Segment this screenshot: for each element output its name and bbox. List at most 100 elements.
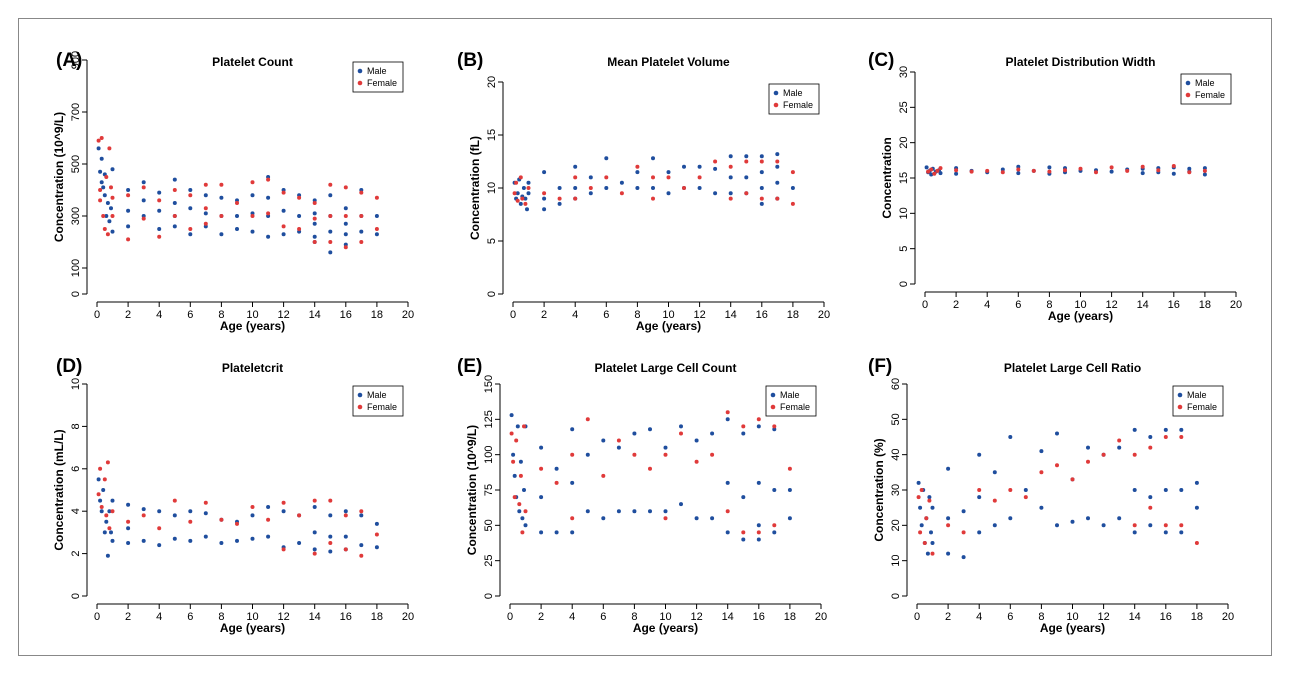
data-point-male (682, 164, 686, 169)
data-point-male (110, 229, 115, 234)
data-point-female (188, 193, 193, 198)
data-point-female (515, 198, 520, 203)
data-point-female (96, 492, 101, 497)
data-point-female (98, 188, 103, 192)
data-point-female (99, 505, 104, 509)
data-point-female (343, 185, 348, 190)
data-point-male (697, 186, 702, 190)
data-point-male (728, 154, 733, 159)
data-point-male (635, 186, 640, 190)
data-point-male (759, 186, 764, 190)
y-axis-label: Concentration (10^9/L) (465, 425, 479, 555)
data-point-male (694, 516, 699, 521)
data-point-male (141, 180, 146, 185)
x-tick-label: 6 (603, 309, 609, 321)
data-point-male (1187, 166, 1192, 171)
data-point-female (359, 190, 364, 195)
data-point-male (542, 196, 547, 201)
data-point-male (250, 229, 255, 234)
data-point-female (297, 227, 302, 231)
y-tick-label: 125 (483, 410, 495, 428)
legend-label-female: Female (783, 100, 813, 110)
data-point-female (1202, 168, 1207, 173)
legend-label-male: Male (367, 66, 387, 76)
data-point-female (679, 431, 683, 436)
y-tick-label: 40 (890, 449, 902, 461)
data-point-female (935, 168, 940, 173)
data-point-female (1047, 169, 1052, 174)
data-point-female (585, 417, 590, 422)
data-point-male (99, 180, 104, 185)
data-point-male (110, 167, 115, 172)
y-tick-label: 500 (70, 155, 82, 173)
data-point-female (526, 186, 531, 190)
x-tick-label: 18 (371, 309, 383, 321)
data-point-female (601, 473, 606, 478)
data-point-male (616, 509, 621, 514)
x-tick-label: 8 (218, 611, 224, 623)
chart-title: Platelet Large Cell Ratio (1004, 361, 1141, 375)
data-point-female (235, 201, 239, 205)
data-point-female (281, 500, 286, 505)
chart-panel-6: (F) Platelet Large Cell Ratio 0 2 4 6 8 10 12 14 1… (868, 356, 1234, 635)
figure-frame (18, 18, 1272, 656)
data-point-male (744, 154, 749, 159)
data-point-female (1039, 470, 1044, 475)
chart-panel-3: (C) Platelet Distribution Width 0 2 4 6 8 10 12 1… (868, 50, 1242, 323)
data-point-male (775, 180, 780, 185)
data-point-male (1008, 435, 1013, 439)
data-point-male (924, 165, 929, 170)
x-tick-label: 14 (722, 611, 734, 623)
chart-panel-5: (E) Platelet Large Cell Count 0 2 4 6 8 10 12 14 1… (457, 356, 827, 635)
data-point-female (172, 498, 177, 503)
data-point-male (1016, 164, 1021, 169)
data-point-female (1109, 165, 1114, 170)
data-point-female (554, 480, 559, 485)
y-tick-label: 10 (486, 182, 498, 194)
data-point-male (1055, 431, 1059, 436)
data-point-female (790, 170, 795, 175)
data-point-female (961, 530, 966, 535)
data-point-female (604, 175, 609, 180)
data-point-male (343, 534, 348, 539)
y-axis-label: Concentration (fL) (468, 136, 482, 240)
data-point-male (1023, 488, 1028, 492)
x-axis-label: Age (years) (220, 621, 285, 635)
data-point-male (916, 480, 921, 485)
x-tick-label: 2 (125, 309, 131, 321)
data-point-male (601, 438, 606, 443)
data-point-male (787, 516, 792, 521)
x-tick-label: 14 (309, 309, 321, 321)
panel-letter: (E) (457, 356, 482, 377)
data-point-male (787, 488, 792, 492)
x-tick-label: 0 (94, 309, 100, 321)
data-point-female (932, 171, 937, 176)
panel-letter: (F) (868, 356, 892, 377)
data-point-male (977, 452, 982, 457)
data-point-male (526, 191, 531, 196)
data-point-female (96, 138, 101, 143)
data-point-male (1179, 427, 1184, 432)
data-point-male (1148, 523, 1153, 528)
data-point-male (157, 509, 162, 514)
data-point-female (775, 159, 780, 164)
x-tick-label: 6 (1007, 611, 1013, 623)
data-point-female (573, 175, 578, 180)
data-point-female (343, 547, 348, 552)
data-point-female (141, 185, 146, 190)
data-point-male (266, 195, 271, 200)
data-point-female (126, 519, 131, 524)
data-point-male (104, 214, 109, 218)
data-point-female (1000, 170, 1005, 175)
chart-title: Platelet Distribution Width (1006, 55, 1156, 69)
data-point-female (1140, 164, 1145, 169)
data-point-female (110, 214, 115, 218)
data-point-female (666, 175, 671, 180)
y-tick-label: 30 (890, 484, 902, 496)
legend-box (352, 61, 404, 93)
data-point-female (359, 553, 364, 558)
y-tick-label: 25 (483, 555, 495, 567)
legend-label-female: Female (367, 78, 397, 88)
y-tick-label: 0 (898, 281, 910, 287)
